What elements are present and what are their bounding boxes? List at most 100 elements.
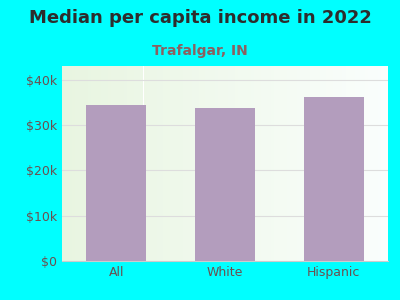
Bar [78,66,82,261]
Bar [183,66,186,261]
Bar [189,66,192,261]
Bar [332,66,336,261]
Bar [287,66,290,261]
Bar [147,66,150,261]
Bar [134,66,137,261]
Bar [160,66,163,261]
Bar [85,66,88,261]
Bar [179,66,183,261]
Bar [228,66,232,261]
Bar [235,66,238,261]
Bar [258,66,261,261]
Bar [297,66,300,261]
Bar [264,66,267,261]
Bar [244,66,248,261]
Bar [62,66,65,261]
Bar [121,66,124,261]
Bar [300,66,303,261]
Bar [140,66,144,261]
Bar [114,66,118,261]
Bar [310,66,313,261]
Bar [359,66,362,261]
Bar [352,66,356,261]
Bar [72,66,75,261]
Bar [101,66,104,261]
Bar [215,66,218,261]
Bar [241,66,244,261]
Bar [238,66,241,261]
Bar [111,66,114,261]
Bar [218,66,222,261]
Bar [88,66,91,261]
Bar [313,66,316,261]
Bar [176,66,179,261]
Bar [104,66,108,261]
Bar [127,66,130,261]
Bar [225,66,228,261]
Bar [212,66,215,261]
Bar [150,66,153,261]
Bar [68,66,72,261]
Bar [251,66,254,261]
Bar [156,66,160,261]
Bar [277,66,280,261]
Bar [336,66,339,261]
Bar [94,66,98,261]
Bar [323,66,326,261]
Text: Median per capita income in 2022: Median per capita income in 2022 [28,9,372,27]
Bar [294,66,297,261]
Bar [118,66,121,261]
Bar [206,66,209,261]
Bar [108,66,111,261]
Bar [267,66,271,261]
Bar [254,66,258,261]
Bar [192,66,196,261]
Bar [209,66,212,261]
Bar [124,66,127,261]
Bar [166,66,170,261]
Bar [186,66,189,261]
Bar [199,66,202,261]
Bar [375,66,378,261]
Bar [130,66,134,261]
Bar [271,66,274,261]
Bar [222,66,225,261]
Bar [382,66,385,261]
Bar [372,66,375,261]
Bar [153,66,156,261]
Bar [342,66,346,261]
Bar [261,66,264,261]
Bar [368,66,372,261]
Bar [329,66,332,261]
Bar [349,66,352,261]
Bar [316,66,320,261]
Bar [163,66,166,261]
Bar [290,66,294,261]
Bar [82,66,85,261]
Bar [75,66,78,261]
Bar [284,66,287,261]
Bar [304,97,364,261]
Bar [98,66,101,261]
Bar [144,66,147,261]
Bar [385,66,388,261]
Bar [137,66,140,261]
Bar [274,66,277,261]
Bar [86,104,146,261]
Bar [355,66,359,261]
Bar [362,66,365,261]
Bar [173,66,176,261]
Bar [170,66,173,261]
Bar [378,66,382,261]
Bar [280,66,284,261]
Bar [346,66,349,261]
Bar [365,66,368,261]
Bar [248,66,251,261]
Bar [306,66,310,261]
Bar [91,66,94,261]
Bar [65,66,68,261]
Text: Trafalgar, IN: Trafalgar, IN [152,44,248,58]
Bar [195,108,255,261]
Bar [196,66,199,261]
Bar [303,66,306,261]
